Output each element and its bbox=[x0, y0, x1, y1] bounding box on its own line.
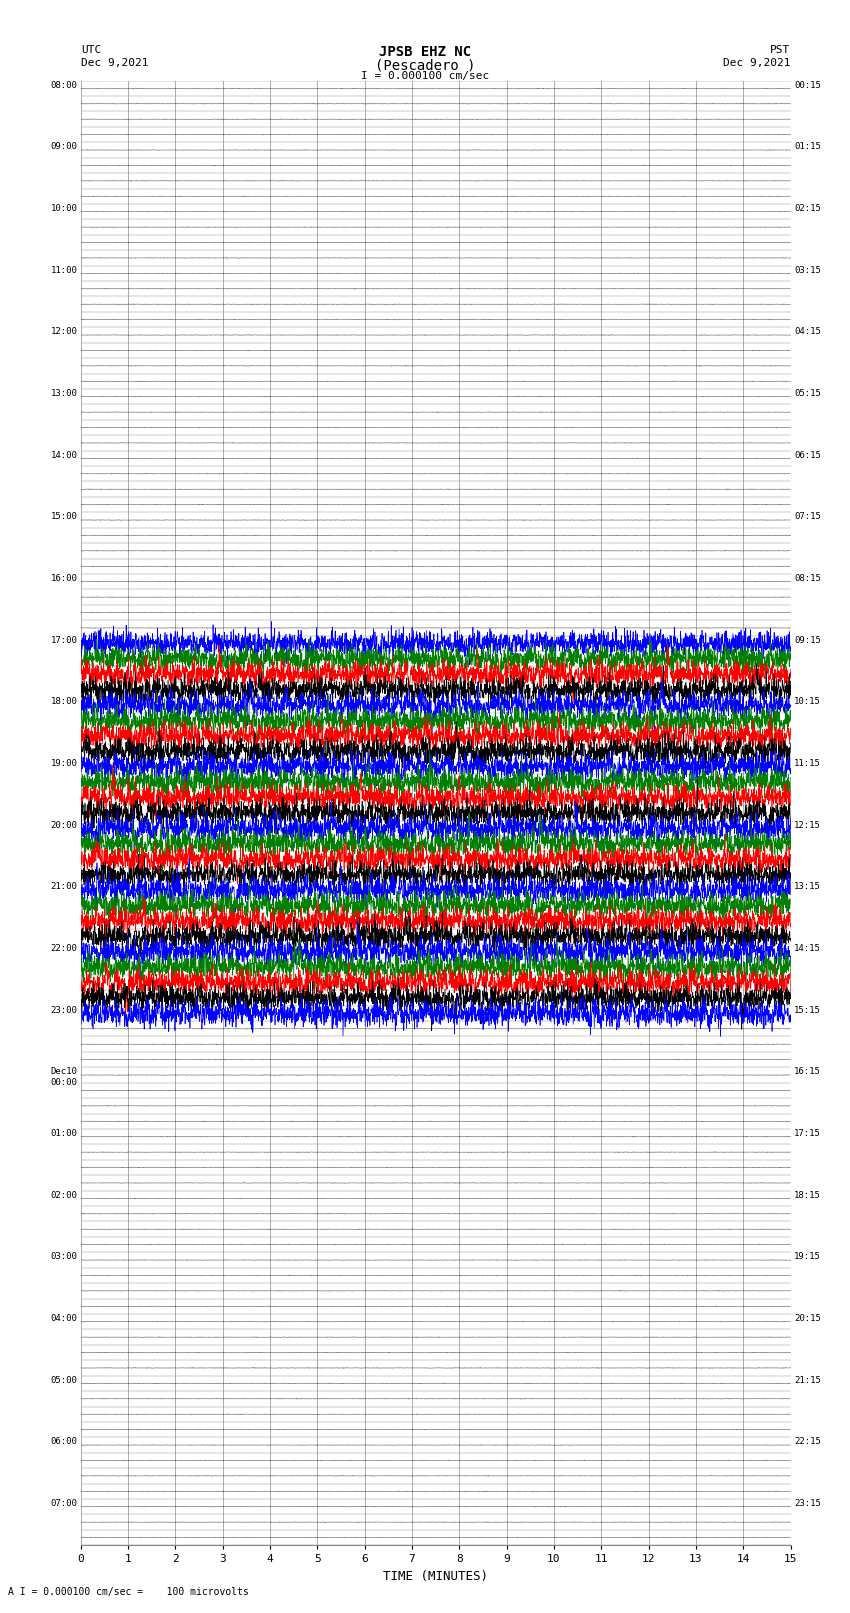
Text: 09:00: 09:00 bbox=[50, 142, 77, 152]
Text: 01:00: 01:00 bbox=[50, 1129, 77, 1139]
Text: I = 0.000100 cm/sec: I = 0.000100 cm/sec bbox=[361, 71, 489, 81]
Text: 11:00: 11:00 bbox=[50, 266, 77, 274]
Text: UTC: UTC bbox=[81, 45, 101, 55]
Text: 14:15: 14:15 bbox=[794, 944, 821, 953]
Text: 00:15: 00:15 bbox=[794, 81, 821, 90]
Text: 05:15: 05:15 bbox=[794, 389, 821, 398]
Text: 22:00: 22:00 bbox=[50, 944, 77, 953]
Text: 20:15: 20:15 bbox=[794, 1315, 821, 1323]
Text: PST: PST bbox=[770, 45, 790, 55]
Text: 12:00: 12:00 bbox=[50, 327, 77, 337]
Text: 04:15: 04:15 bbox=[794, 327, 821, 337]
Text: 02:00: 02:00 bbox=[50, 1190, 77, 1200]
Text: 23:00: 23:00 bbox=[50, 1005, 77, 1015]
Text: 08:00: 08:00 bbox=[50, 81, 77, 90]
Text: 13:00: 13:00 bbox=[50, 389, 77, 398]
Text: 15:15: 15:15 bbox=[794, 1005, 821, 1015]
Text: 14:00: 14:00 bbox=[50, 450, 77, 460]
Text: JPSB EHZ NC: JPSB EHZ NC bbox=[379, 45, 471, 60]
Text: 03:15: 03:15 bbox=[794, 266, 821, 274]
Text: 01:15: 01:15 bbox=[794, 142, 821, 152]
Text: 22:15: 22:15 bbox=[794, 1437, 821, 1447]
Text: Dec 9,2021: Dec 9,2021 bbox=[81, 58, 148, 68]
Text: 21:15: 21:15 bbox=[794, 1376, 821, 1384]
Text: 08:15: 08:15 bbox=[794, 574, 821, 582]
Text: Dec 9,2021: Dec 9,2021 bbox=[723, 58, 791, 68]
Text: 10:00: 10:00 bbox=[50, 203, 77, 213]
Text: 15:00: 15:00 bbox=[50, 513, 77, 521]
Text: A I = 0.000100 cm/sec =    100 microvolts: A I = 0.000100 cm/sec = 100 microvolts bbox=[8, 1587, 249, 1597]
Text: 04:00: 04:00 bbox=[50, 1315, 77, 1323]
Text: 07:15: 07:15 bbox=[794, 513, 821, 521]
Text: 12:15: 12:15 bbox=[794, 821, 821, 829]
Text: 09:15: 09:15 bbox=[794, 636, 821, 645]
Text: 07:00: 07:00 bbox=[50, 1498, 77, 1508]
Text: 17:15: 17:15 bbox=[794, 1129, 821, 1139]
Text: 16:15: 16:15 bbox=[794, 1068, 821, 1076]
Text: 18:15: 18:15 bbox=[794, 1190, 821, 1200]
Text: 03:00: 03:00 bbox=[50, 1252, 77, 1261]
X-axis label: TIME (MINUTES): TIME (MINUTES) bbox=[383, 1569, 488, 1582]
Text: 18:00: 18:00 bbox=[50, 697, 77, 706]
Text: 20:00: 20:00 bbox=[50, 821, 77, 829]
Text: (Pescadero ): (Pescadero ) bbox=[375, 58, 475, 73]
Text: 06:15: 06:15 bbox=[794, 450, 821, 460]
Text: 21:00: 21:00 bbox=[50, 882, 77, 892]
Text: 19:00: 19:00 bbox=[50, 760, 77, 768]
Text: 23:15: 23:15 bbox=[794, 1498, 821, 1508]
Text: Dec10
00:00: Dec10 00:00 bbox=[50, 1068, 77, 1087]
Text: 02:15: 02:15 bbox=[794, 203, 821, 213]
Text: 17:00: 17:00 bbox=[50, 636, 77, 645]
Text: 13:15: 13:15 bbox=[794, 882, 821, 892]
Text: 05:00: 05:00 bbox=[50, 1376, 77, 1384]
Text: 16:00: 16:00 bbox=[50, 574, 77, 582]
Text: 19:15: 19:15 bbox=[794, 1252, 821, 1261]
Text: 06:00: 06:00 bbox=[50, 1437, 77, 1447]
Text: 11:15: 11:15 bbox=[794, 760, 821, 768]
Text: 10:15: 10:15 bbox=[794, 697, 821, 706]
